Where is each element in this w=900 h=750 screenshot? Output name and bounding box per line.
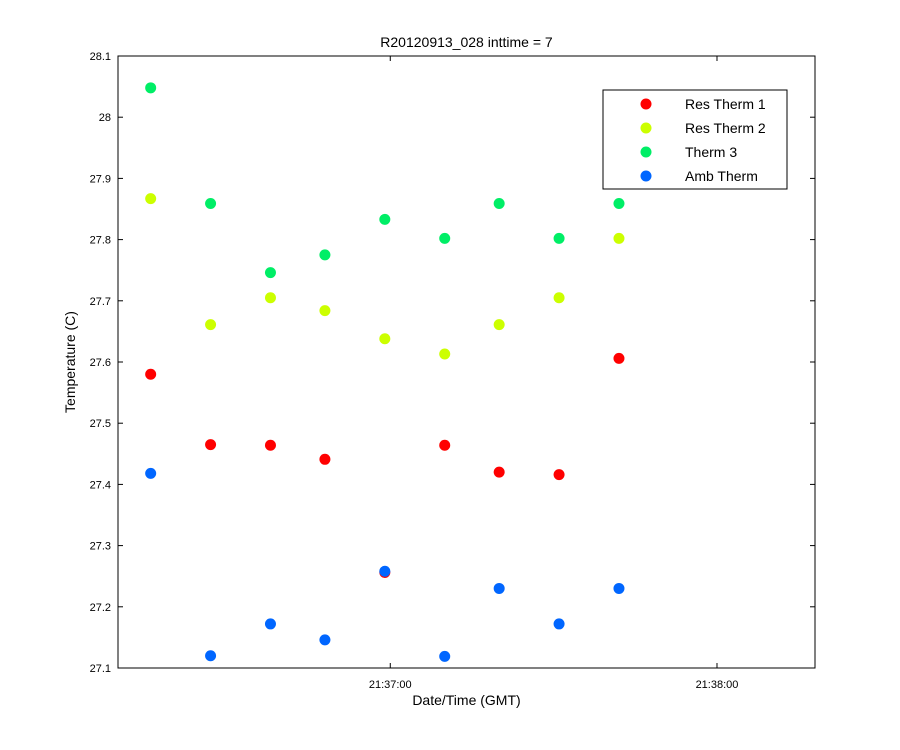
point-therm-3 (493, 197, 505, 209)
y-tick-label: 28 (99, 112, 111, 124)
point-therm-3 (613, 197, 625, 209)
legend-label-amb-therm: Amb Therm (685, 168, 758, 184)
x-axis: 21:37:00 21:38:00 (369, 56, 739, 691)
x-tick-label: 21:38:00 (696, 679, 739, 691)
point-res-therm-2 (553, 292, 565, 304)
legend-label-therm-3: Therm 3 (685, 144, 737, 160)
point-res-therm-2 (613, 232, 625, 244)
point-therm-3 (319, 249, 331, 261)
y-tick-label: 28.1 (90, 51, 111, 63)
point-amb-therm (264, 618, 276, 630)
x-tick-label: 21:37:00 (369, 679, 412, 691)
y-tick-label: 27.2 (90, 602, 111, 614)
y-tick-label: 27.8 (90, 235, 111, 247)
y-tick-label: 27.4 (90, 479, 111, 491)
point-res-therm-2 (264, 292, 276, 304)
legend-marker-res-therm-2 (640, 122, 652, 134)
y-axis-title: Temperature (C) (62, 311, 78, 413)
point-therm-3 (379, 213, 391, 225)
point-res-therm-2 (379, 333, 391, 345)
y-tick-label: 27.6 (90, 357, 111, 369)
legend-marker-res-therm-1 (640, 98, 652, 110)
point-res-therm-2 (319, 305, 331, 317)
point-res-therm-1 (439, 439, 451, 451)
y-tick-label: 27.1 (90, 663, 111, 675)
point-res-therm-1 (205, 439, 217, 451)
x-axis-title: Date/Time (GMT) (412, 692, 520, 708)
chart-title: R20120913_028 inttime = 7 (380, 34, 553, 50)
legend-label-res-therm-2: Res Therm 2 (685, 120, 766, 136)
point-therm-3 (439, 232, 451, 244)
legend-label-res-therm-1: Res Therm 1 (685, 96, 766, 112)
point-amb-therm (553, 618, 565, 630)
point-res-therm-2 (205, 319, 217, 331)
point-res-therm-1 (264, 439, 276, 451)
legend: Res Therm 1 Res Therm 2 Therm 3 Amb Therm (602, 89, 788, 190)
point-amb-therm (379, 565, 391, 577)
point-res-therm-1 (493, 466, 505, 478)
point-amb-therm (613, 582, 625, 594)
y-tick-label: 27.5 (90, 418, 111, 430)
data-points (145, 82, 625, 662)
point-amb-therm (145, 467, 157, 479)
y-tick-label: 27.7 (90, 296, 111, 308)
point-amb-therm (493, 582, 505, 594)
point-amb-therm (205, 650, 217, 662)
legend-box (602, 89, 788, 190)
y-tick-label: 27.9 (90, 173, 111, 185)
point-therm-3 (264, 267, 276, 279)
point-res-therm-1 (553, 469, 565, 481)
point-therm-3 (205, 197, 217, 209)
y-axis: 27.1 27.2 27.3 27.4 27.5 27.6 27.7 27.8 27.9 28 28… (90, 51, 815, 675)
point-amb-therm (319, 634, 331, 646)
legend-marker-amb-therm (640, 170, 652, 182)
point-res-therm-1 (145, 368, 157, 380)
point-therm-3 (145, 82, 157, 94)
point-res-therm-2 (493, 319, 505, 331)
y-tick-label: 27.3 (90, 541, 111, 553)
legend-marker-therm-3 (640, 146, 652, 158)
point-res-therm-1 (613, 352, 625, 364)
point-res-therm-2 (145, 193, 157, 205)
point-amb-therm (439, 650, 451, 662)
point-res-therm-1 (319, 453, 331, 465)
point-res-therm-2 (439, 348, 451, 360)
point-therm-3 (553, 232, 565, 244)
